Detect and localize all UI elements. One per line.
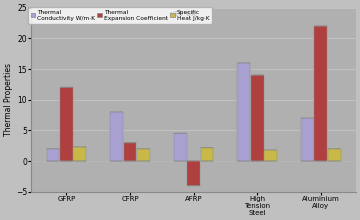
- Bar: [123, 143, 136, 161]
- Bar: [238, 63, 250, 161]
- Bar: [301, 118, 314, 161]
- Bar: [73, 147, 86, 161]
- Bar: [110, 112, 123, 161]
- Bar: [201, 147, 213, 161]
- Text: x10-6K: x10-6K: [170, 11, 198, 17]
- Bar: [137, 149, 150, 161]
- Ellipse shape: [174, 133, 186, 134]
- Bar: [174, 133, 186, 161]
- Legend: Thermal
Conductivity W/m·K, Thermal
Expansion Coefficient, Specific
Heat J/kg·K: Thermal Conductivity W/m·K, Thermal Expa…: [28, 7, 212, 24]
- Y-axis label: Thermal Properties: Thermal Properties: [4, 63, 13, 136]
- Bar: [251, 75, 264, 161]
- Bar: [60, 87, 73, 161]
- Ellipse shape: [328, 148, 341, 149]
- Ellipse shape: [123, 142, 136, 143]
- Ellipse shape: [201, 147, 213, 148]
- Ellipse shape: [137, 148, 150, 149]
- Bar: [187, 161, 200, 185]
- Ellipse shape: [187, 185, 200, 186]
- Bar: [47, 149, 59, 161]
- Bar: [264, 150, 277, 161]
- Bar: [328, 149, 341, 161]
- Bar: [315, 26, 327, 161]
- Ellipse shape: [60, 87, 73, 88]
- Ellipse shape: [47, 148, 59, 149]
